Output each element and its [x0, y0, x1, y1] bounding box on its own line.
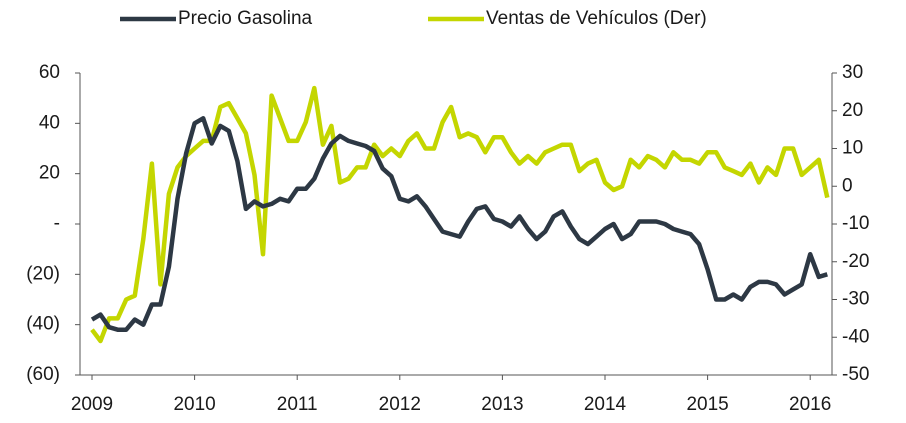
y-tick-label: (20)	[26, 263, 60, 284]
y-tick-label: -	[54, 213, 60, 234]
y-tick-label: (40)	[26, 314, 60, 335]
x-tick-label: 2016	[789, 394, 831, 415]
y2-tick-label: 0	[842, 175, 853, 196]
y2-tick-label: 30	[842, 62, 863, 83]
x-tick-label: 2011	[277, 394, 318, 415]
x-tick-label: 2009	[71, 394, 113, 415]
y2-tick-label: -10	[842, 213, 869, 234]
x-tick-label: 2010	[173, 394, 215, 415]
y2-tick-label: 20	[842, 100, 863, 121]
y2-tick-label: -30	[842, 289, 869, 310]
series-line	[90, 85, 830, 344]
y-tick-label: 60	[39, 62, 60, 83]
legend-label: Precio Gasolina	[178, 8, 313, 29]
y2-tick-label: 10	[842, 138, 863, 159]
y-tick-label: (60)	[26, 364, 60, 385]
legend-label: Ventas de Vehículos (Der)	[486, 8, 707, 29]
y-tick-label: 20	[39, 163, 60, 184]
x-tick-label: 2015	[686, 394, 728, 415]
x-tick-label: 2012	[379, 394, 421, 415]
y2-tick-label: -40	[842, 326, 869, 347]
y-tick-label: 40	[39, 112, 60, 133]
y2-tick-label: -20	[842, 251, 869, 272]
x-tick-label: 2014	[584, 394, 627, 415]
x-tick-label: 2013	[481, 394, 523, 415]
series-line	[90, 116, 828, 332]
y2-tick-label: -50	[842, 364, 869, 385]
